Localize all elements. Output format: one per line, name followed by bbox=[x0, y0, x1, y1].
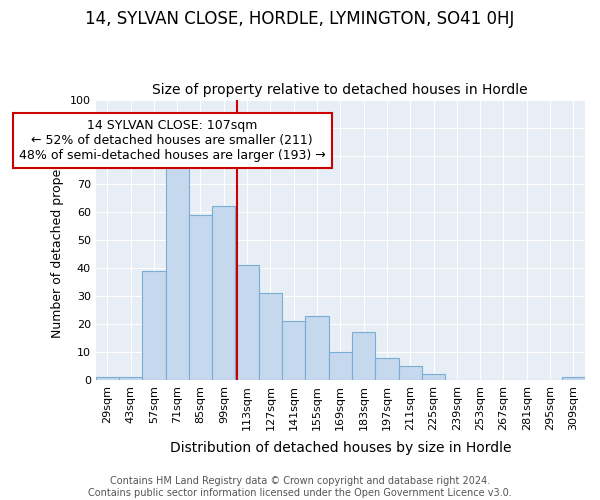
Bar bbox=[305, 316, 329, 380]
Text: 14 SYLVAN CLOSE: 107sqm
← 52% of detached houses are smaller (211)
48% of semi-d: 14 SYLVAN CLOSE: 107sqm ← 52% of detache… bbox=[19, 119, 326, 162]
Bar bbox=[189, 214, 212, 380]
Bar bbox=[259, 293, 282, 380]
Y-axis label: Number of detached properties: Number of detached properties bbox=[51, 142, 64, 338]
Bar bbox=[375, 358, 398, 380]
Bar bbox=[422, 374, 445, 380]
Bar bbox=[329, 352, 352, 380]
Bar bbox=[282, 321, 305, 380]
Bar bbox=[562, 377, 585, 380]
Bar bbox=[142, 270, 166, 380]
X-axis label: Distribution of detached houses by size in Hordle: Distribution of detached houses by size … bbox=[170, 441, 511, 455]
Bar bbox=[352, 332, 375, 380]
Bar bbox=[95, 377, 119, 380]
Bar bbox=[398, 366, 422, 380]
Bar bbox=[235, 265, 259, 380]
Title: Size of property relative to detached houses in Hordle: Size of property relative to detached ho… bbox=[152, 83, 528, 97]
Text: 14, SYLVAN CLOSE, HORDLE, LYMINGTON, SO41 0HJ: 14, SYLVAN CLOSE, HORDLE, LYMINGTON, SO4… bbox=[85, 10, 515, 28]
Text: Contains HM Land Registry data © Crown copyright and database right 2024.
Contai: Contains HM Land Registry data © Crown c… bbox=[88, 476, 512, 498]
Bar bbox=[119, 377, 142, 380]
Bar bbox=[166, 150, 189, 380]
Bar bbox=[212, 206, 235, 380]
